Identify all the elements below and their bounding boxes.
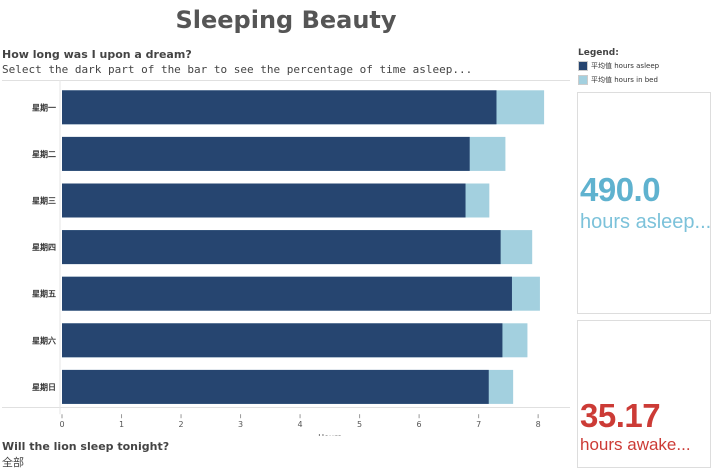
x-tick-label-1: 1 <box>119 420 124 429</box>
category-label-5: 星期五 <box>32 289 56 299</box>
bar-asleep-6[interactable] <box>62 323 503 358</box>
category-label-3: 星期三 <box>32 196 56 206</box>
category-label-1: 星期一 <box>32 102 56 112</box>
bar-asleep-5[interactable] <box>62 276 512 311</box>
page-title: Sleeping Beauty <box>175 6 397 34</box>
chart-instruction: Select the dark part of the bar to see t… <box>2 63 473 76</box>
filter-question: Will the lion sleep tonight? <box>2 440 170 453</box>
filter-value[interactable]: 全部 <box>2 456 24 468</box>
category-label-6: 星期六 <box>32 335 56 345</box>
chart-question: How long was I upon a dream? <box>2 48 192 61</box>
x-tick-label-6: 6 <box>417 420 422 429</box>
x-tick-label-2: 2 <box>178 420 183 429</box>
x-tick-label-3: 3 <box>238 420 243 429</box>
legend-swatch-asleep <box>578 61 588 71</box>
legend-item-asleep[interactable]: 平均值 hours asleep <box>578 61 712 71</box>
bar-asleep-4[interactable] <box>62 230 501 265</box>
legend-item-in-bed[interactable]: 平均值 hours in bed <box>578 75 712 85</box>
x-tick-label-8: 8 <box>536 420 541 429</box>
legend-label-in-bed: 平均值 hours in bed <box>591 76 658 84</box>
x-tick-label-4: 4 <box>298 420 303 429</box>
x-axis-label: Hours <box>318 433 341 436</box>
bar-asleep-2[interactable] <box>62 136 470 171</box>
legend-label-asleep: 平均值 hours asleep <box>591 62 660 70</box>
x-tick-label-7: 7 <box>476 420 481 429</box>
chart-frame <box>2 80 570 408</box>
category-label-2: 星期二 <box>32 149 56 159</box>
kpi-asleep-label: hours asleep... <box>580 211 711 233</box>
category-label-4: 星期四 <box>32 242 56 252</box>
kpi-asleep-value: 490.0 <box>580 171 661 208</box>
kpi-awake-label: hours awake... <box>580 435 691 454</box>
bar-asleep-3[interactable] <box>62 183 466 218</box>
category-label-7: 星期日 <box>32 382 56 392</box>
x-tick-label-0: 0 <box>59 420 64 429</box>
kpi-awake-value: 35.17 <box>580 397 661 434</box>
bar-asleep-1[interactable] <box>62 90 497 125</box>
legend-swatch-in-bed <box>578 75 588 85</box>
x-tick-label-5: 5 <box>357 420 362 429</box>
legend: Legend: 平均值 hours asleep 平均值 hours in be… <box>578 48 712 89</box>
kpi-hours-awake: 35.17 hours awake... <box>577 320 711 468</box>
legend-title: Legend: <box>578 48 619 58</box>
kpi-hours-asleep: 490.0 hours asleep... <box>577 92 711 314</box>
bar-asleep-7[interactable] <box>62 369 489 404</box>
